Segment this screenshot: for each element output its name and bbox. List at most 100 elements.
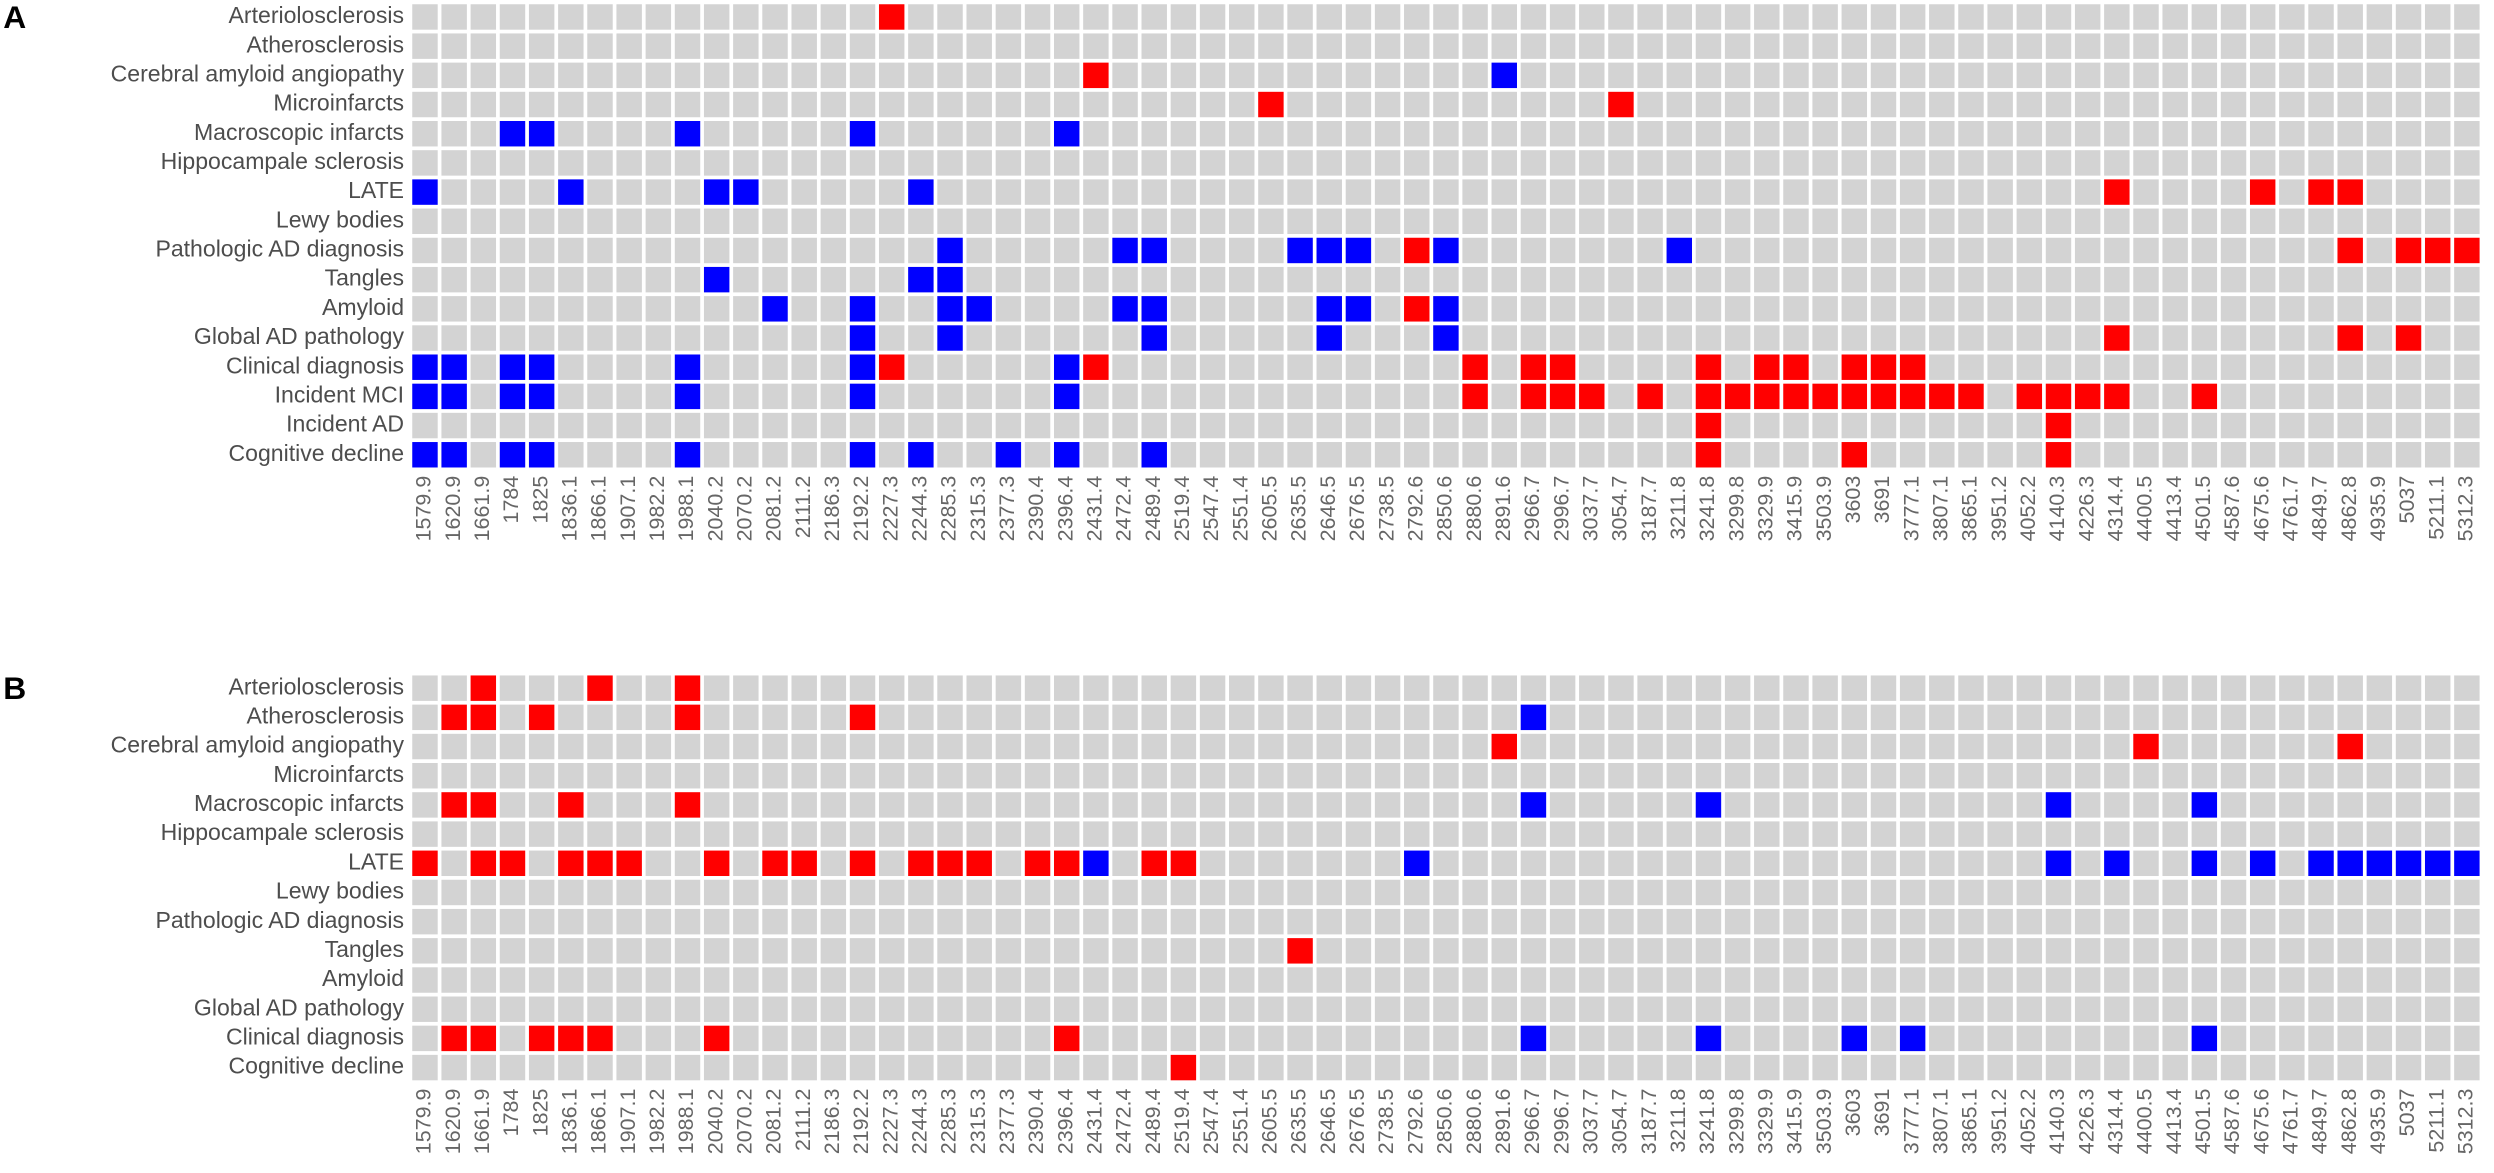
x-tick-label: 2519.4 (1170, 1088, 1194, 1154)
heatmap-cell (1404, 33, 1430, 59)
heatmap-cell (2133, 237, 2159, 264)
heatmap-cell (1666, 675, 1693, 701)
heatmap-cell (908, 1054, 934, 1081)
heatmap-cell (1258, 4, 1284, 30)
heatmap-cell (1258, 325, 1284, 351)
heatmap-cell (1229, 908, 1255, 935)
heatmap-cell (1637, 208, 1663, 235)
heatmap-cell (1491, 91, 1517, 118)
heatmap-cell (1520, 908, 1547, 935)
heatmap-cell (470, 354, 497, 380)
heatmap-cell (2191, 675, 2218, 701)
heatmap-cell (1345, 150, 1372, 176)
heatmap-cell (791, 967, 817, 993)
heatmap-cell (1579, 412, 1605, 439)
heatmap-cell (1637, 62, 1663, 89)
x-tick-label: 3329.9 (1753, 1089, 1777, 1155)
heatmap-cell (937, 675, 963, 701)
heatmap-cell (1433, 938, 1459, 964)
heatmap-cell (2279, 179, 2305, 205)
heatmap-cell (2133, 266, 2159, 293)
heatmap-cell (674, 821, 701, 847)
heatmap-cell (2395, 850, 2422, 877)
heatmap-cell (1287, 412, 1313, 439)
row-label: Pathologic AD diagnosis (155, 236, 404, 262)
heatmap-cell (995, 383, 1022, 410)
heatmap-cell (937, 237, 963, 264)
heatmap-cell (1112, 120, 1138, 147)
heatmap-cell (995, 938, 1022, 964)
x-tick-label: 4140.3 (2045, 476, 2069, 542)
heatmap-cell (908, 179, 934, 205)
heatmap-cell (1199, 938, 1226, 964)
heatmap-cell (1812, 354, 1838, 380)
heatmap-cell (2424, 412, 2451, 439)
heatmap-cell (1170, 1025, 1197, 1052)
heatmap-cell (1695, 383, 1722, 410)
heatmap-cell (2074, 179, 2101, 205)
heatmap-cell (1783, 1054, 1809, 1081)
heatmap-cell (499, 4, 526, 30)
heatmap-cell (966, 733, 992, 760)
heatmap-cell (937, 908, 963, 935)
x-tick-label: 2551.4 (1228, 476, 1252, 542)
heatmap-cell (1287, 62, 1313, 89)
heatmap-cell (1549, 325, 1576, 351)
heatmap-cell (791, 179, 817, 205)
heatmap-cell (2104, 1025, 2130, 1052)
heatmap-cell (2308, 704, 2334, 731)
heatmap-cell (1870, 208, 1897, 235)
heatmap-cell (703, 179, 730, 205)
x-tick-label: 3777.1 (1899, 476, 1923, 542)
heatmap-cell (1491, 733, 1517, 760)
heatmap-cell (1374, 412, 1401, 439)
heatmap-cell (558, 208, 584, 235)
heatmap-cell (528, 704, 555, 731)
heatmap-cell (645, 938, 672, 964)
heatmap-cell (1083, 4, 1109, 30)
heatmap-cell (1316, 383, 1342, 410)
heatmap-cell (2045, 704, 2072, 731)
heatmap-cell (1491, 763, 1517, 789)
heatmap-cell (1404, 237, 1430, 264)
heatmap-cell (1549, 967, 1576, 993)
heatmap-cell (1637, 266, 1663, 293)
heatmap-cell (2162, 704, 2188, 731)
heatmap-cell (1053, 62, 1080, 89)
heatmap-cell (1141, 91, 1167, 118)
heatmap-cell (1549, 879, 1576, 906)
heatmap-cell (2279, 91, 2305, 118)
heatmap-cell (1345, 120, 1372, 147)
heatmap-cell (2454, 325, 2480, 351)
heatmap-cell (1724, 237, 1751, 264)
heatmap-cell (1141, 763, 1167, 789)
heatmap-cell (995, 266, 1022, 293)
heatmap-cell (703, 996, 730, 1022)
heatmap-cell (878, 1025, 905, 1052)
heatmap-cell (1404, 996, 1430, 1022)
heatmap-cell (1024, 1025, 1051, 1052)
heatmap-cell (587, 967, 613, 993)
x-tick-label: 1661.9 (470, 476, 494, 542)
heatmap-cell (2424, 850, 2451, 877)
heatmap-cell (1841, 675, 1868, 701)
heatmap-cell (1958, 675, 1984, 701)
heatmap-cell (1024, 325, 1051, 351)
heatmap-cell (1170, 325, 1197, 351)
heatmap-cell (1258, 938, 1284, 964)
heatmap-cell (674, 150, 701, 176)
heatmap-cell (558, 704, 584, 731)
heatmap-cell (1724, 383, 1751, 410)
heatmap-cell (2337, 1025, 2363, 1052)
heatmap-cell (1579, 675, 1605, 701)
heatmap-cell (2104, 704, 2130, 731)
heatmap-cell (908, 704, 934, 731)
heatmap-cell (1666, 354, 1693, 380)
heatmap-cell (1520, 733, 1547, 760)
heatmap-cell (820, 675, 847, 701)
heatmap-cell (1229, 266, 1255, 293)
heatmap-cell (674, 1025, 701, 1052)
heatmap-cell (1520, 821, 1547, 847)
heatmap-cell (1783, 938, 1809, 964)
row-label: Arteriolosclerosis (229, 2, 404, 28)
